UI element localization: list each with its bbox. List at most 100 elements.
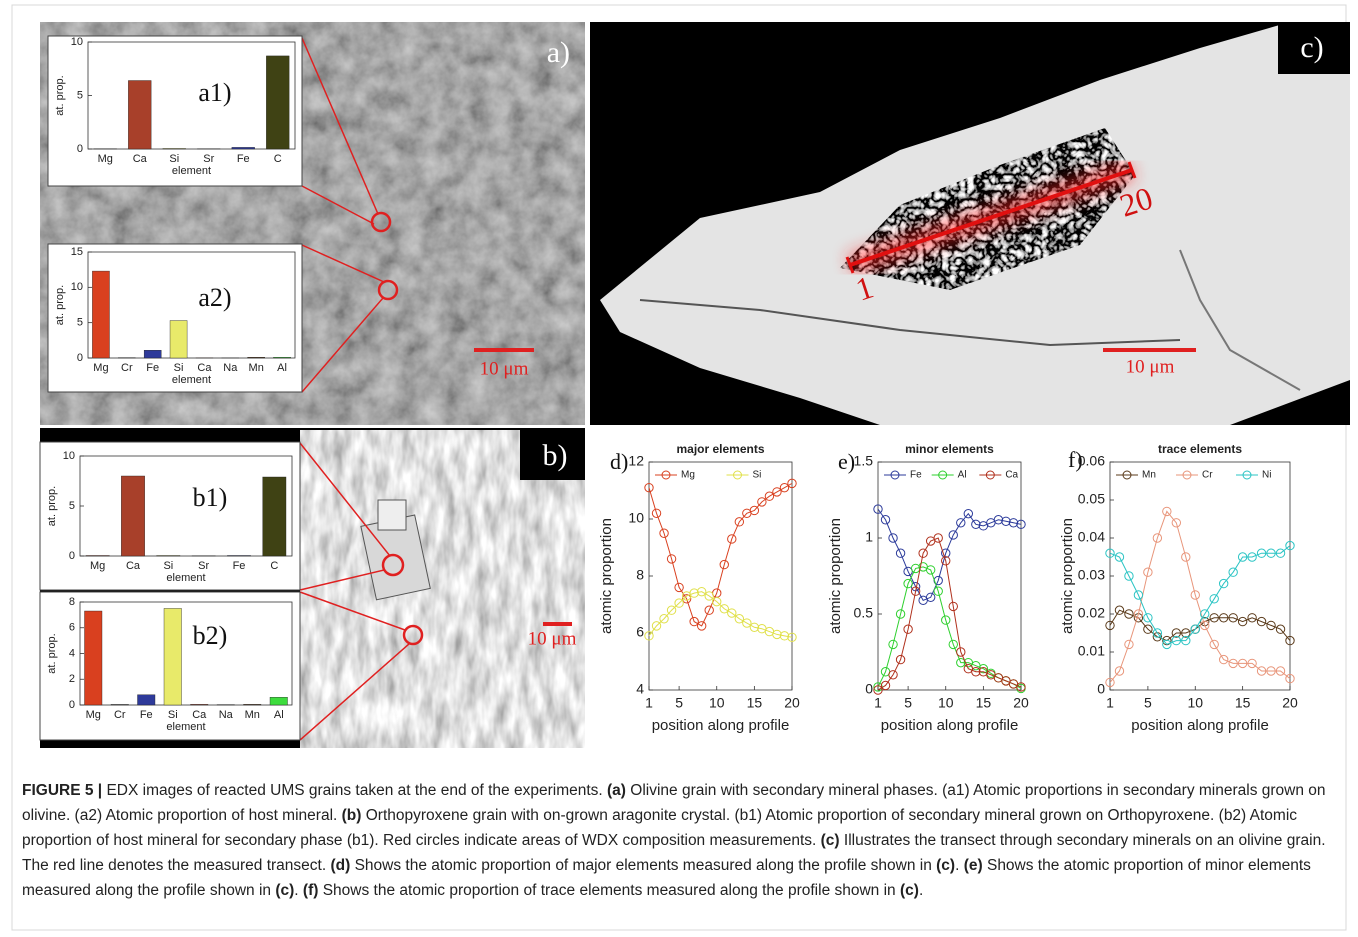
plot-frame — [649, 462, 792, 690]
y-tick-label: 0 — [69, 699, 75, 711]
bar — [227, 556, 250, 557]
x-tick-label: Ca — [133, 153, 148, 165]
caption-text: . — [919, 882, 923, 899]
bar — [138, 695, 155, 705]
caption-bold: (a) — [607, 782, 626, 799]
caption-text: EDX images of reacted UMS grains taken a… — [102, 782, 607, 799]
chart-title: major elements — [676, 442, 764, 456]
bar — [274, 357, 291, 358]
y-tick-label: 10 — [63, 450, 75, 462]
x-axis-label: element — [172, 165, 211, 177]
x-tick-label: Si — [169, 153, 179, 165]
x-axis-label: position along profile — [652, 717, 790, 734]
y-axis-label: at. prop. — [46, 633, 58, 673]
x-tick-label: Mn — [245, 709, 260, 721]
panel-label: d) — [610, 449, 628, 474]
y-tick-label: 8 — [636, 567, 644, 583]
x-tick-label: Al — [277, 362, 287, 374]
plot-frame — [88, 42, 295, 149]
y-tick-label: 0.03 — [1078, 567, 1105, 583]
x-axis-label: element — [172, 374, 211, 386]
y-tick-label: 0 — [865, 681, 873, 697]
x-tick-label: 20 — [1282, 695, 1298, 711]
y-tick-label: 8 — [69, 596, 75, 608]
panel-label: b2) — [193, 621, 228, 650]
scale-label: 10 μm — [528, 628, 577, 649]
y-tick-label: 10 — [628, 510, 644, 526]
x-tick-label: 5 — [904, 695, 912, 711]
y-tick-label: 0 — [1097, 681, 1105, 697]
x-tick-label: Na — [223, 362, 238, 374]
bar — [266, 56, 289, 149]
caption-text: . — [294, 882, 303, 899]
chart-title: trace elements — [1158, 442, 1242, 456]
caption: FIGURE 5 | EDX images of reacted UMS gra… — [22, 778, 1334, 903]
x-tick-label: Ca — [126, 560, 141, 572]
y-axis-label: at. prop. — [54, 75, 66, 115]
legend-label: Ca — [1005, 470, 1018, 481]
x-tick-label: 20 — [784, 695, 800, 711]
bar — [121, 476, 144, 556]
x-tick-label: Sr — [198, 560, 209, 572]
x-tick-label: 10 — [1187, 695, 1203, 711]
x-tick-label: 1 — [874, 695, 882, 711]
caption-bold: (c) — [821, 832, 840, 849]
plot-frame — [1110, 462, 1290, 690]
legend-label: Al — [958, 470, 967, 481]
x-tick-label: Mg — [98, 153, 113, 165]
page: a) 10 μm 1 20 c) 10 μm b) 10 μm — [0, 0, 1358, 937]
x-axis-label: element — [166, 572, 205, 584]
panel-label: a) — [547, 36, 570, 69]
panel-label: c) — [1300, 31, 1323, 64]
y-tick-label: 1 — [865, 529, 873, 545]
y-tick-label: 0.05 — [1078, 491, 1105, 507]
caption-bold: (c) — [275, 882, 294, 899]
bar — [191, 704, 208, 705]
y-axis-label: at. prop. — [46, 486, 58, 526]
caption-bold: FIGURE 5 | — [22, 782, 102, 799]
caption-bold: (e) — [964, 857, 983, 874]
bar — [232, 147, 255, 149]
x-tick-label: C — [274, 153, 282, 165]
y-axis-label: atomic proportion — [1059, 518, 1076, 634]
panel-label: b) — [543, 439, 568, 472]
y-tick-label: 0 — [77, 352, 83, 364]
bar — [163, 148, 186, 149]
x-tick-label: Ca — [197, 362, 212, 374]
x-tick-label: Al — [274, 709, 284, 721]
caption-bold: (c) — [936, 857, 955, 874]
x-tick-label: Sr — [203, 153, 214, 165]
x-tick-label: Fe — [237, 153, 250, 165]
caption-bold: (c) — [900, 882, 919, 899]
y-tick-label: 5 — [77, 89, 83, 101]
panel-label: a1) — [198, 78, 231, 107]
bar — [263, 477, 286, 556]
x-tick-label: 1 — [1106, 695, 1114, 711]
y-tick-label: 0.02 — [1078, 605, 1105, 621]
caption-bold: (f) — [303, 882, 319, 899]
crystal — [378, 500, 406, 530]
y-tick-label: 0.01 — [1078, 643, 1105, 659]
x-tick-label: Fe — [140, 709, 153, 721]
legend-label: Mn — [1142, 470, 1156, 481]
bar — [86, 556, 109, 557]
bar — [270, 697, 287, 705]
x-tick-label: Mg — [90, 560, 105, 572]
panel-label: a2) — [198, 283, 231, 312]
y-tick-label: 10 — [71, 281, 83, 293]
panel-label: b1) — [193, 483, 228, 512]
scale-label: 10 μm — [1126, 356, 1175, 377]
legend-label: Ni — [1262, 470, 1271, 481]
y-tick-label: 0 — [69, 550, 75, 562]
x-tick-label: Fe — [146, 362, 159, 374]
chart-title: minor elements — [905, 442, 994, 456]
x-axis-label: position along profile — [1131, 717, 1269, 734]
x-tick-label: Si — [163, 560, 173, 572]
y-tick-label: 10 — [71, 36, 83, 48]
bar — [85, 611, 102, 705]
y-tick-label: 1.5 — [854, 453, 874, 469]
y-tick-label: 5 — [69, 500, 75, 512]
y-tick-label: 0.04 — [1078, 529, 1105, 545]
x-tick-label: Mg — [93, 362, 108, 374]
bar — [244, 704, 261, 705]
